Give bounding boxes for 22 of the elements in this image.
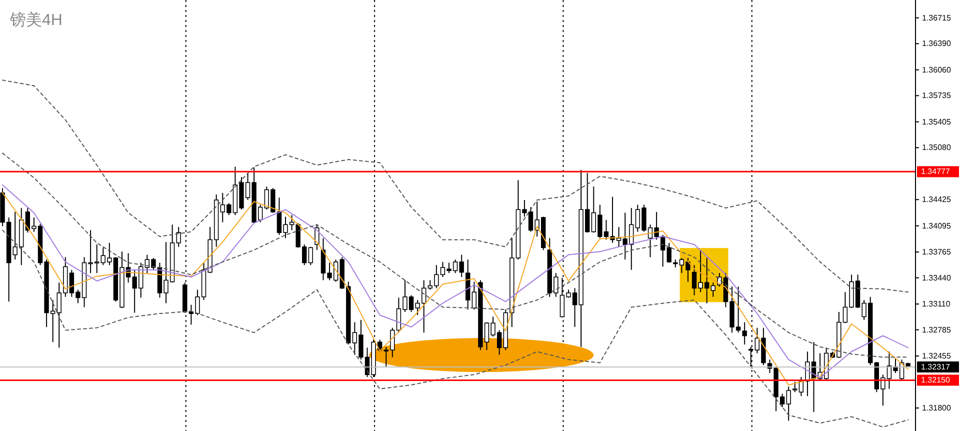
candlestick [666, 242, 672, 264]
y-tick-label: 1.33765 [922, 248, 952, 257]
y-tick-label: 1.35405 [922, 117, 952, 126]
y-tick-label: 1.35080 [922, 143, 952, 152]
y-tick-label: 1.33110 [922, 300, 951, 308]
y-tick-label: 1.33440 [922, 273, 952, 282]
ref-line-label: 1.32150 [921, 376, 950, 385]
y-tick-label: 1.34425 [922, 195, 952, 204]
candlestick [308, 246, 314, 266]
ref-line-label: 1.34777 [921, 167, 950, 176]
y-tick-label: 1.32785 [922, 325, 952, 334]
y-tick-label: 1.32455 [922, 351, 952, 360]
candlestick [710, 282, 716, 298]
candlestick [742, 322, 747, 345]
text: 镑美4H [9, 11, 62, 29]
y-tick-label: 1.34095 [922, 221, 952, 230]
y-tick-label: 1.36060 [922, 65, 952, 74]
y-tick-label: 1.36390 [922, 39, 952, 48]
y-tick-label: 1.31800 [922, 403, 952, 412]
y-tick-label: 1.36715 [922, 13, 952, 22]
y-tick-label: 1.35735 [922, 91, 952, 100]
ref-line-label: 1.32317 [921, 362, 950, 372]
